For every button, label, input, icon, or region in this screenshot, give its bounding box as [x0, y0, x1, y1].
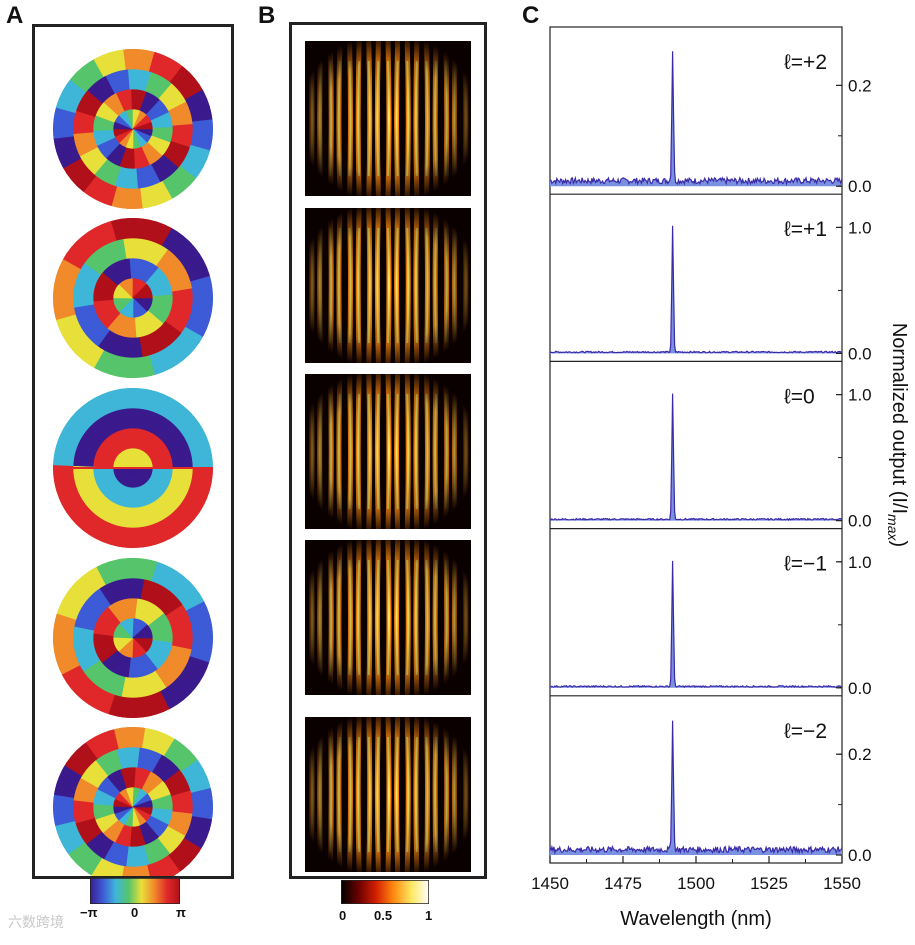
phase-colorbar-mid-label: 0 [131, 905, 139, 920]
spectrum-line [549, 393, 843, 521]
y-tick-label: 1.0 [848, 386, 872, 405]
intensity-colorbar-mid-label: 0.5 [374, 908, 393, 923]
x-tick-label: 1550 [823, 874, 861, 893]
panel-label-b: B [258, 2, 276, 29]
spectrum-subplot: 0.0 1.0 ℓ=−1 [549, 527, 872, 698]
spectrum-fill [550, 225, 842, 354]
panel-label-a: A [6, 2, 24, 29]
interferogram [305, 207, 471, 364]
phase-map [53, 218, 213, 378]
spectrum-line [549, 51, 843, 186]
intensity-colorbar-min-label: 0 [339, 908, 347, 923]
phase-map [53, 558, 213, 718]
x-tick-label: 1500 [677, 874, 715, 893]
y-tick-label: 0.0 [848, 679, 872, 698]
y-tick-label: 0.0 [848, 846, 872, 865]
phase-map [53, 49, 213, 209]
phase-colorbar-max-label: π [176, 905, 186, 920]
y-tick-label: 0.2 [848, 76, 872, 95]
intensity-colorbar [340, 879, 430, 905]
y-tick-label: 0.0 [848, 344, 872, 363]
phase-maps [53, 49, 213, 887]
x-tick-label: 1475 [604, 874, 642, 893]
spectrum-line [549, 225, 843, 354]
phase-map [53, 388, 213, 548]
spectrum-line [549, 720, 843, 855]
interferogram [305, 373, 471, 530]
phase-colorbar [89, 877, 181, 905]
spectrum-line [549, 560, 843, 689]
x-axis-label: Wavelength (nm) [620, 908, 772, 930]
panel-label-c: C [522, 2, 540, 29]
spectrum-subplot: 0.0 1.0 ℓ=0 [549, 360, 872, 531]
x-tick-label: 1450 [531, 874, 569, 893]
spectrum-fill [550, 393, 842, 521]
spectrum-subplot: 0.0 1.0 ℓ=+1 [549, 193, 872, 363]
phase-colorbar-min-label: −π [80, 905, 98, 920]
intensity-colorbar-max-label: 1 [425, 908, 433, 923]
interferogram [305, 539, 471, 696]
interference-patterns [305, 40, 471, 873]
y-tick-label: 0.0 [848, 177, 872, 196]
y-tick-label: 1.0 [848, 218, 872, 237]
mode-label: ℓ=−2 [784, 720, 827, 743]
y-axis-label: Normalized output (I/Imax) [885, 323, 910, 547]
y-tick-label: 0.0 [848, 512, 872, 531]
mode-label: ℓ=+2 [784, 51, 827, 74]
interferogram [305, 40, 471, 197]
spectrum-subplot: 0.0 0.2 ℓ=−2 [549, 695, 872, 865]
spectrum-subplot: 0.0 0.2 ℓ=+2 [549, 51, 872, 196]
y-tick-label: 1.0 [848, 553, 872, 572]
spectrum-fill [550, 560, 842, 688]
mode-label: ℓ=+1 [784, 218, 827, 241]
phase-colorbar-gradient [89, 877, 181, 905]
mode-label: ℓ=−1 [784, 553, 827, 576]
panel-b-frame [289, 22, 487, 879]
mode-label: ℓ=0 [784, 385, 815, 408]
watermark-text: 六数跨境 [8, 914, 64, 930]
interferogram [305, 716, 471, 873]
intensity-colorbar-gradient [340, 879, 430, 905]
y-tick-label: 0.2 [848, 745, 872, 764]
panel-a-frame [32, 24, 234, 887]
x-tick-label: 1525 [750, 874, 788, 893]
